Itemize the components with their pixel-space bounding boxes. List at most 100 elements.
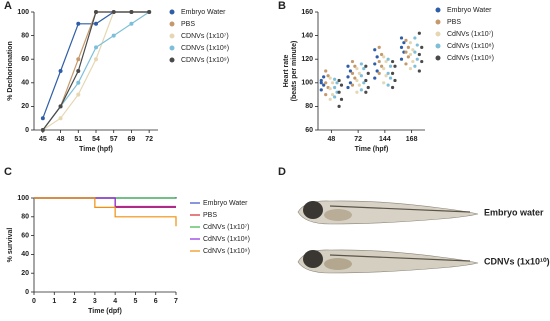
legend-swatch <box>169 45 175 51</box>
x-tick-label: 72 <box>354 136 362 143</box>
y-tick-label: 0 <box>25 289 29 296</box>
legend-label: CdNVs (1x10⁹) <box>447 55 494 62</box>
legend-swatch <box>169 9 175 15</box>
x-tick-label: 48 <box>327 136 335 143</box>
legend-label: PBS <box>181 21 195 28</box>
dot <box>408 67 413 71</box>
dot <box>420 59 424 64</box>
dot <box>417 69 421 73</box>
x-tick-label: 0 <box>32 298 36 305</box>
point <box>76 57 81 62</box>
dot <box>364 78 368 83</box>
legend-label: CDNVs (1x10⁷) <box>181 33 229 40</box>
point <box>94 21 98 26</box>
dot <box>357 71 361 75</box>
legend-label: CdNVs (1x10⁸) <box>447 43 494 50</box>
legend-swatch <box>435 31 441 37</box>
y-axis-label: % survival <box>7 228 14 263</box>
y-tick-label: 140 <box>301 32 313 39</box>
dot <box>417 52 421 57</box>
x-tick-label: 3 <box>93 298 97 305</box>
legend-label: Embryo Water <box>447 7 492 14</box>
dot <box>415 57 419 61</box>
image-label: CDNVs (1x10¹⁰) <box>484 256 550 266</box>
x-axis-label: Time (dpf) <box>88 308 122 315</box>
y-tick-label: 40 <box>21 251 29 258</box>
x-tick-label: 69 <box>128 136 136 143</box>
dot <box>319 78 323 83</box>
dot <box>355 90 359 94</box>
dot <box>386 83 390 87</box>
y-tick-label: 80 <box>21 32 29 39</box>
dot <box>326 74 330 78</box>
legend-label: PBS <box>203 212 217 219</box>
dot <box>390 85 395 90</box>
y-tick-label: 100 <box>17 195 29 202</box>
point <box>111 10 116 14</box>
dot <box>384 74 388 78</box>
dot <box>348 69 353 73</box>
dot <box>382 55 386 59</box>
dot <box>393 64 397 68</box>
point <box>111 33 116 38</box>
image-label: Embryo water <box>484 207 544 217</box>
dot <box>333 85 337 90</box>
dot <box>408 41 413 45</box>
dot <box>350 71 355 75</box>
dot <box>415 43 419 47</box>
y-axis-label: % Dechorionation <box>7 41 14 101</box>
point <box>129 21 134 26</box>
point <box>40 116 45 121</box>
x-tick-label: 54 <box>92 136 100 143</box>
dot <box>404 62 408 66</box>
dot <box>322 83 326 87</box>
dot <box>337 90 341 94</box>
legend-swatch <box>169 57 175 63</box>
dot <box>359 74 363 78</box>
x-tick-label: 51 <box>74 136 82 143</box>
legend-label: PBS <box>447 19 461 26</box>
y-tick-label: 20 <box>21 103 29 110</box>
dot <box>330 81 335 85</box>
point <box>94 45 98 50</box>
x-tick-label: 144 <box>379 136 391 143</box>
dot <box>382 81 386 85</box>
dot <box>384 59 388 64</box>
dot <box>330 93 335 97</box>
dot <box>324 93 328 97</box>
dot <box>377 59 381 64</box>
x-tick-label: 7 <box>174 298 178 305</box>
survival-line <box>34 197 176 208</box>
dot <box>420 45 424 50</box>
x-tick-label: 5 <box>133 298 137 305</box>
dot <box>359 62 363 66</box>
dot <box>364 64 368 68</box>
legend-swatch <box>169 33 175 39</box>
dot <box>375 55 379 59</box>
dot <box>353 76 357 80</box>
dot <box>417 31 421 35</box>
dot <box>413 64 417 68</box>
dot <box>411 59 415 64</box>
point <box>76 69 81 73</box>
point <box>94 57 98 62</box>
dot <box>399 57 404 61</box>
dot <box>382 67 386 71</box>
dot <box>333 77 337 81</box>
dot <box>357 83 361 87</box>
dot <box>404 50 408 54</box>
dot <box>408 52 413 57</box>
legend-label: Embryo Water <box>203 200 248 207</box>
dot <box>399 45 404 50</box>
y-tick-label: 80 <box>305 103 313 110</box>
dot <box>346 64 350 68</box>
dot <box>406 55 410 59</box>
dot <box>380 64 384 68</box>
dot <box>388 64 393 68</box>
x-tick-label: 57 <box>110 136 118 143</box>
dot <box>413 50 417 54</box>
legend-label: CdNVs (1x10⁷) <box>203 224 250 231</box>
x-tick-label: 72 <box>145 136 153 143</box>
dot <box>362 67 366 71</box>
